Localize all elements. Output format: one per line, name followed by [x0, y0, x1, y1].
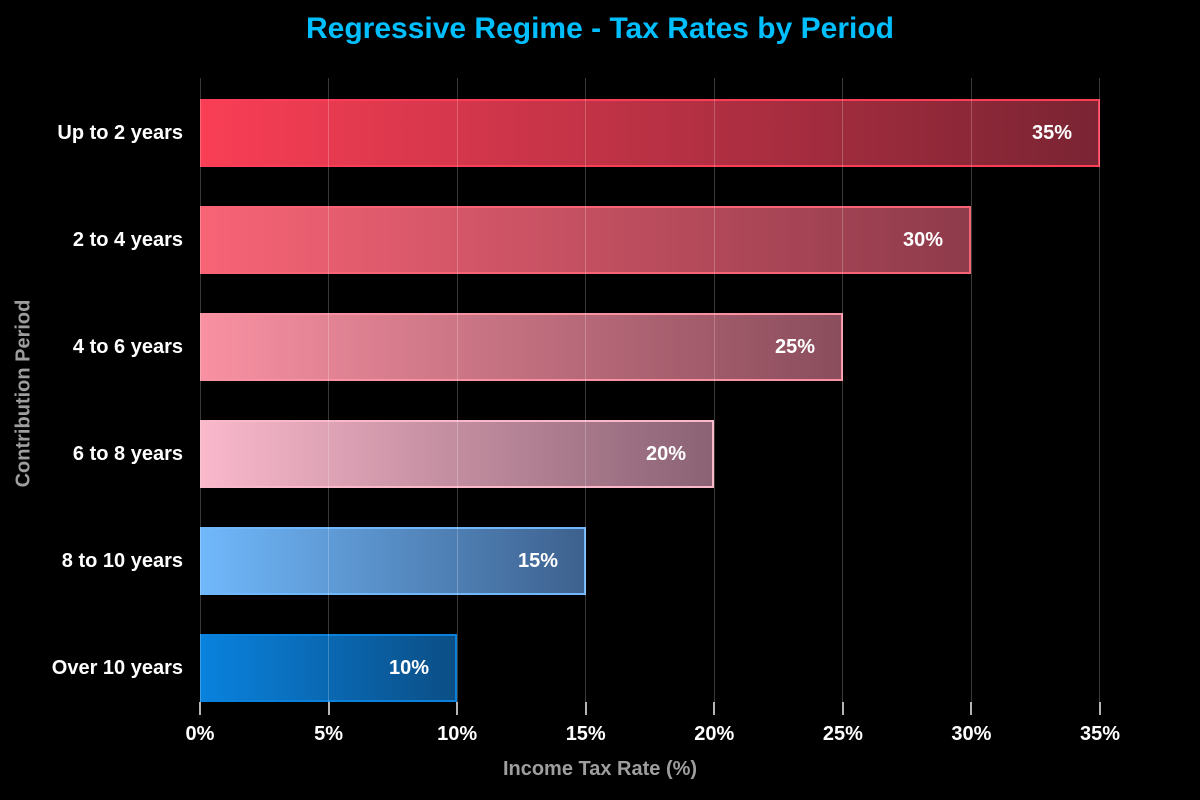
tick-mark-30% — [970, 702, 973, 715]
x-axis-label: Income Tax Rate (%) — [502, 758, 698, 780]
tick-mark-25% — [841, 702, 844, 715]
gridline-10% — [456, 78, 458, 702]
bar-value-label: 10% — [388, 657, 429, 679]
tick-label-35%: 35% — [1079, 723, 1120, 745]
gridline-35% — [1099, 78, 1101, 702]
bar-value-label: 20% — [645, 443, 686, 465]
bar-over-10-years: 10% — [200, 634, 457, 702]
bar-8-to-10-years: 15% — [200, 527, 586, 595]
gridline-25% — [842, 78, 844, 702]
tick-label-0%: 0% — [185, 723, 215, 745]
bar-value-label: 30% — [902, 229, 943, 251]
bar-value-label: 25% — [774, 336, 815, 358]
tick-mark-15% — [584, 702, 587, 715]
bar-value-label: 15% — [517, 550, 558, 572]
category-label: Over 10 years — [51, 657, 183, 679]
bar-6-to-8-years: 20% — [200, 420, 714, 488]
gridline-30% — [970, 78, 972, 702]
gridline-20% — [713, 78, 715, 702]
category-label: 2 to 4 years — [72, 229, 183, 251]
category-label: 6 to 8 years — [72, 443, 183, 465]
tick-mark-20% — [713, 702, 716, 715]
tick-label-25%: 25% — [822, 723, 863, 745]
tick-mark-0% — [199, 702, 201, 715]
bar-4-to-6-years: 25% — [200, 313, 843, 381]
plot-area: 35% 30% 25% 20% 15% 10% — [199, 78, 1165, 702]
bar-value-label: 35% — [1031, 122, 1072, 144]
tick-label-30%: 30% — [951, 723, 992, 745]
category-label: 8 to 10 years — [61, 550, 183, 572]
tick-mark-5% — [327, 702, 330, 715]
gridline-0% — [199, 78, 201, 702]
chart-title: Regressive Regime - Tax Rates by Period — [305, 12, 895, 45]
bar-2-to-4-years: 30% — [200, 206, 971, 274]
gridline-15% — [585, 78, 587, 702]
tick-label-20%: 20% — [694, 723, 735, 745]
category-label: 4 to 6 years — [72, 336, 183, 358]
tick-label-5%: 5% — [314, 723, 344, 745]
tick-mark-35% — [1098, 702, 1101, 715]
tick-mark-10% — [456, 702, 459, 715]
bar-up-to-2-years: 35% — [200, 99, 1100, 167]
category-label: Up to 2 years — [57, 122, 183, 144]
tick-label-15%: 15% — [565, 723, 606, 745]
gridline-5% — [328, 78, 330, 702]
tick-label-10%: 10% — [437, 723, 478, 745]
